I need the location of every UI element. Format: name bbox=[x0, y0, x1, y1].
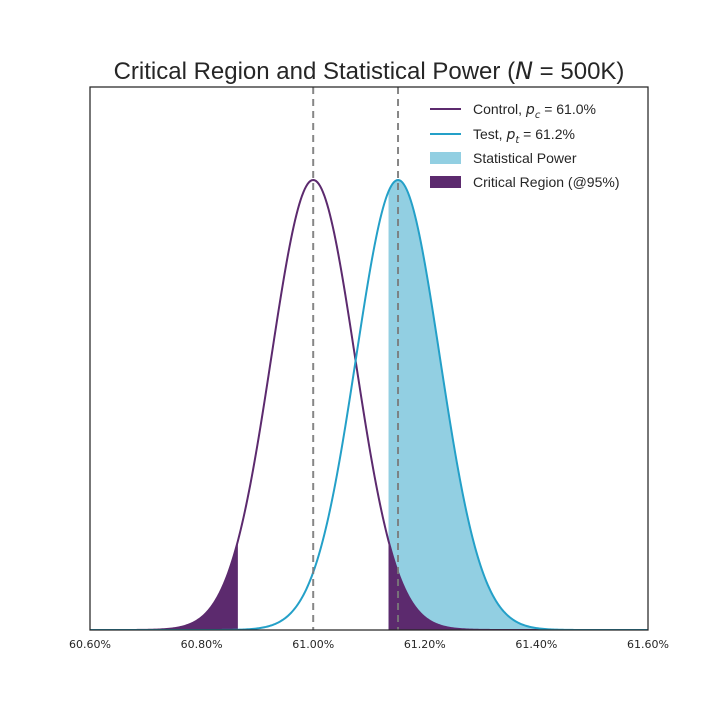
legend-test-text: Test, bbox=[473, 126, 506, 142]
legend-power-text: Statistical Power bbox=[473, 150, 577, 166]
x-tick-label: 61.60% bbox=[627, 638, 669, 651]
x-tick-label: 61.40% bbox=[515, 638, 557, 651]
plot-area bbox=[89, 86, 649, 631]
legend-power-swatch bbox=[430, 152, 461, 164]
x-axis: 60.60% 60.80% 61.00% 61.20% 61.40% 61.60% bbox=[69, 638, 669, 651]
legend-power-label: Statistical Power bbox=[473, 150, 577, 166]
chart-title-suffix: = 500K) bbox=[533, 58, 624, 85]
critical-area-left bbox=[90, 540, 238, 630]
power-area bbox=[388, 180, 648, 630]
legend-test-sub: t bbox=[515, 135, 520, 146]
legend-test-label: Test, pt = 61.2% bbox=[473, 126, 575, 146]
legend-control-label: Control, pc = 61.0% bbox=[473, 101, 596, 121]
legend-test-var: p bbox=[505, 127, 515, 143]
legend-critical-text: Critical Region (@95%) bbox=[473, 174, 619, 190]
legend-control-var: p bbox=[525, 102, 535, 118]
legend-critical-swatch bbox=[430, 176, 461, 188]
chart-title-prefix: Critical Region and Statistical Power ( bbox=[114, 58, 516, 85]
legend-control-text: Control, bbox=[473, 101, 526, 117]
x-tick-label: 61.00% bbox=[292, 638, 334, 651]
x-tick-label: 60.80% bbox=[181, 638, 223, 651]
chart-title-math: N bbox=[515, 57, 533, 85]
control-curve bbox=[90, 178, 648, 630]
plot-frame bbox=[89, 86, 649, 631]
legend-critical-label: Critical Region (@95%) bbox=[473, 174, 619, 190]
legend-control-value: = 61.0% bbox=[540, 101, 596, 117]
legend-test-value: = 61.2% bbox=[519, 126, 575, 142]
legend-control-sub: c bbox=[535, 110, 541, 121]
x-tick-label: 61.20% bbox=[404, 638, 446, 651]
x-tick-label: 60.60% bbox=[69, 638, 111, 651]
legend: Control, pc = 61.0%Test, pt = 61.2%Stati… bbox=[430, 101, 619, 190]
chart-title: Critical Region and Statistical Power (N… bbox=[114, 57, 625, 85]
critical-area-right bbox=[388, 540, 648, 630]
